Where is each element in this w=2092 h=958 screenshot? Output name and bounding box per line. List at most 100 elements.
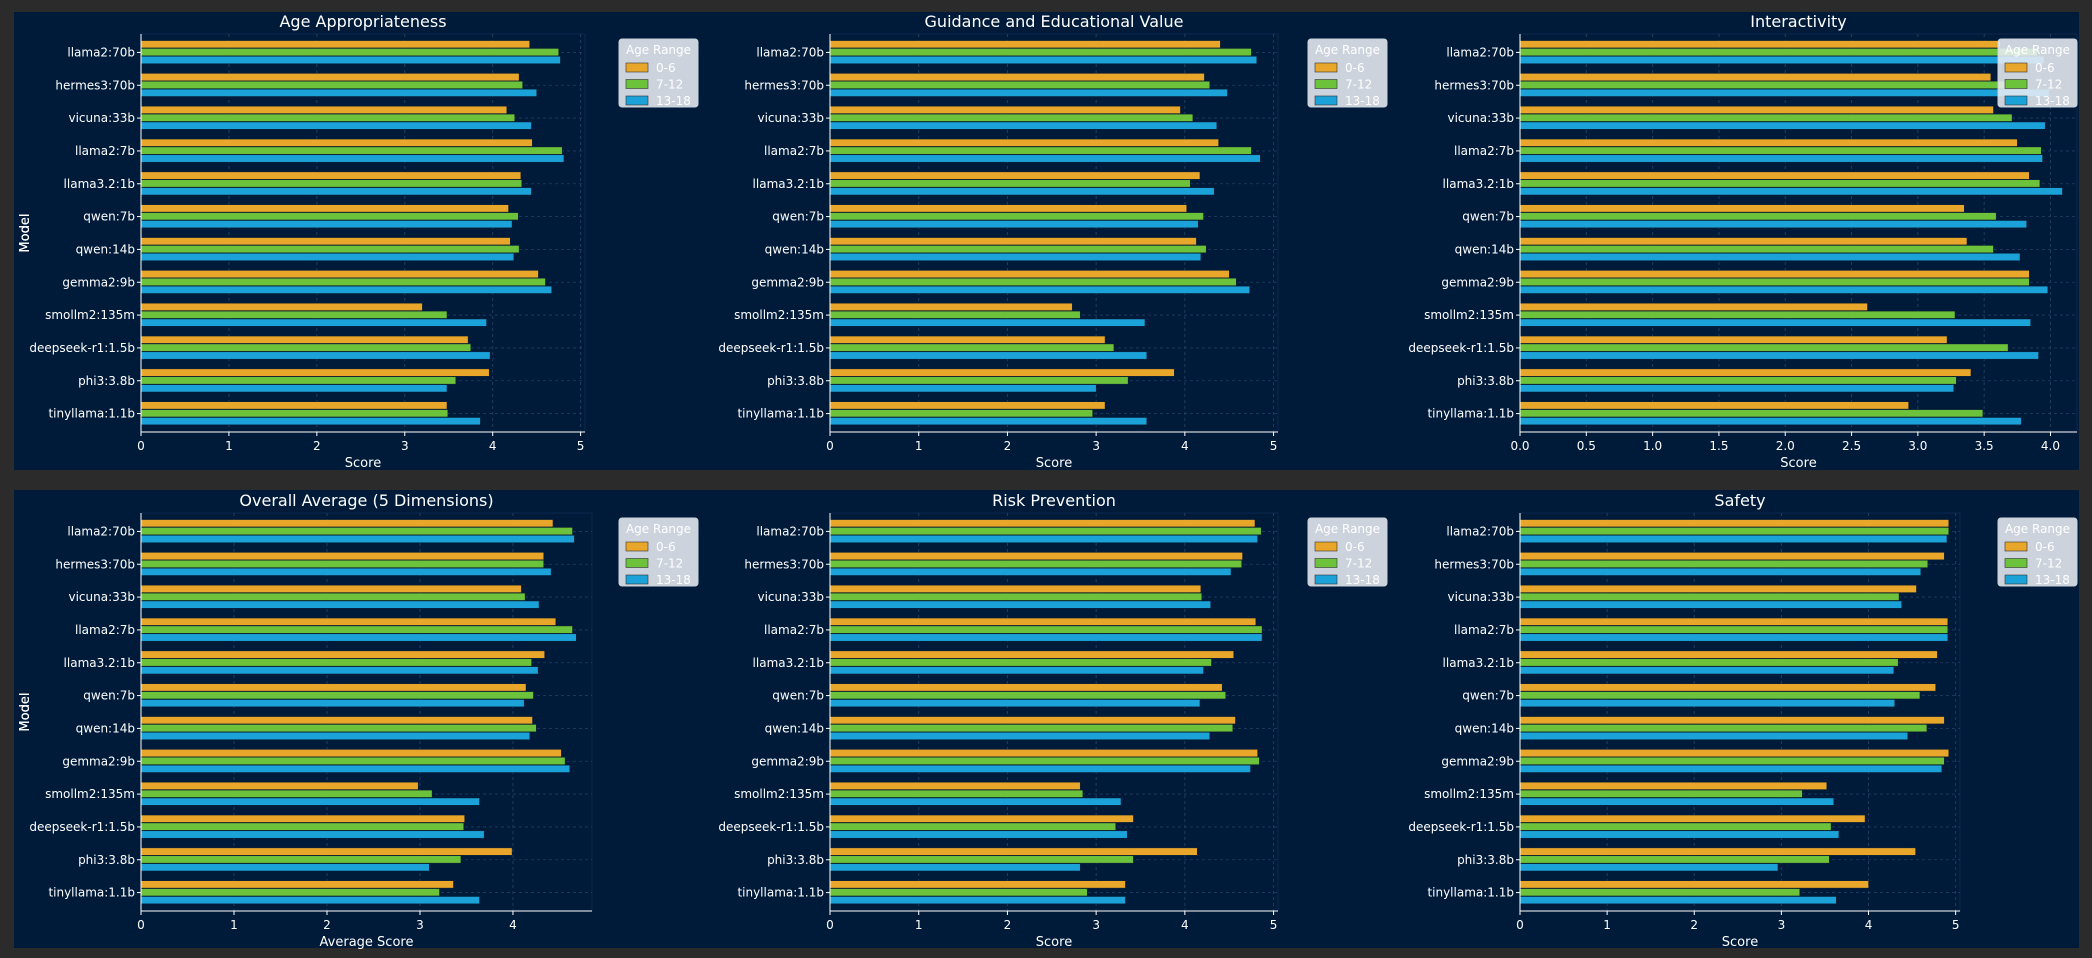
- bar-gemma2-9b-age-7-12: [1519, 757, 1945, 765]
- y-tick-label: qwen:14b: [1455, 242, 1514, 256]
- legend-label-13-18: 13-18: [656, 573, 691, 587]
- legend-box: [618, 38, 699, 108]
- x-tick-label: 0.0: [1510, 439, 1529, 453]
- x-axis-label: Score: [1780, 456, 1816, 471]
- y-tick-label: llama2:70b: [67, 45, 135, 59]
- legend-swatch-7-12: [1314, 558, 1338, 568]
- legend-label-7-12: 7-12: [2035, 78, 2062, 92]
- legend-swatch-7-12: [625, 558, 649, 568]
- y-tick-label: llama3.2:1b: [64, 177, 135, 191]
- legend-label-0-6: 0-6: [1345, 540, 1365, 554]
- bar-gemma2-9b-age-0-6: [1519, 749, 1949, 757]
- y-axis-label: Model: [18, 213, 33, 252]
- y-tick-label: hermes3:70b: [1434, 557, 1514, 571]
- legend-swatch-7-12: [1314, 79, 1338, 89]
- y-tick-label: vicuna:33b: [1447, 111, 1514, 125]
- chart-title: Safety: [1714, 491, 1765, 510]
- x-tick-label: 3: [1092, 918, 1100, 932]
- bar-qwen-7b-age-0-6: [1519, 683, 1936, 692]
- legend-swatch-7-12: [2004, 79, 2028, 89]
- x-tick-label: 0.5: [1577, 439, 1596, 453]
- x-tick-label: 1: [225, 439, 233, 453]
- bar-llama3-2-1b-age-13-18: [1519, 666, 1894, 675]
- y-tick-label: hermes3:70b: [1434, 78, 1514, 92]
- y-tick-label: vicuna:33b: [68, 590, 135, 604]
- y-tick-label: llama2:70b: [756, 45, 824, 59]
- legend-title: Age Range: [626, 522, 691, 536]
- bar-llama2-70b-age-7-12: [1519, 527, 1949, 535]
- x-tick-label: 1: [915, 918, 923, 932]
- y-tick-label: hermes3:70b: [744, 78, 824, 92]
- legend-box: [1307, 517, 1388, 587]
- legend-swatch-7-12: [2004, 558, 2028, 568]
- y-tick-label: phi3:3.8b: [78, 853, 135, 867]
- legend-swatch-0-6: [2004, 541, 2028, 552]
- x-tick-label: 0: [137, 918, 145, 932]
- y-tick-label: phi3:3.8b: [1457, 374, 1514, 388]
- x-tick-label: 0: [826, 439, 834, 453]
- legend-title: Age Range: [1315, 43, 1380, 57]
- y-tick-label: llama2:7b: [764, 623, 824, 637]
- y-tick-label: deepseek-r1:1.5b: [718, 820, 824, 834]
- y-tick-label: phi3:3.8b: [767, 374, 824, 388]
- legend-box: [618, 517, 699, 587]
- y-tick-label: llama2:7b: [75, 144, 135, 158]
- x-tick-label: 2: [1004, 439, 1012, 453]
- y-tick-label: tinyllama:1.1b: [48, 886, 135, 900]
- x-tick-label: 2: [313, 439, 321, 453]
- legend-label-0-6: 0-6: [2035, 61, 2055, 75]
- x-tick-label: 4: [509, 918, 517, 932]
- legend-swatch-0-6: [1314, 541, 1338, 552]
- x-axis-label: Score: [345, 456, 381, 471]
- bar-tinyllama-1-1b-age-13-18: [1519, 896, 1837, 905]
- bar-smollm2-135m-age-7-12: [1519, 789, 1803, 798]
- bar-vicuna-33b-age-0-6: [1519, 585, 1917, 593]
- y-tick-label: gemma2:9b: [1441, 275, 1514, 289]
- x-tick-label: 1: [230, 918, 238, 932]
- legend-box: [1997, 517, 2078, 587]
- y-tick-label: qwen:14b: [1455, 721, 1514, 735]
- x-tick-label: 1.0: [1643, 439, 1662, 453]
- chart-title: Overall Average (5 Dimensions): [239, 491, 493, 510]
- y-tick-label: qwen:7b: [83, 689, 135, 703]
- legend-label-0-6: 0-6: [656, 540, 676, 554]
- legend-swatch-0-6: [625, 541, 649, 552]
- y-tick-label: gemma2:9b: [751, 275, 824, 289]
- y-tick-label: qwen:7b: [1462, 210, 1514, 224]
- y-tick-label: smollm2:135m: [1424, 787, 1514, 801]
- y-tick-label: phi3:3.8b: [767, 853, 824, 867]
- x-tick-label: 5: [1270, 439, 1278, 453]
- x-tick-label: 5: [577, 439, 585, 453]
- y-tick-label: qwen:7b: [772, 689, 824, 703]
- y-tick-label: phi3:3.8b: [1457, 853, 1514, 867]
- bar-phi3-3-8b-age-13-18: [1519, 863, 1779, 872]
- legend: Age Range 0-6 7-12 13-18: [1997, 38, 2078, 108]
- chart-title: Age Appropriateness: [279, 12, 446, 31]
- legend-label-7-12: 7-12: [1345, 557, 1372, 571]
- bar-qwen-14b-age-0-6: [1519, 716, 1945, 725]
- y-axis-label: Model: [18, 692, 33, 731]
- bar-gemma2-9b-age-13-18: [1519, 764, 1942, 773]
- x-tick-label: 2.5: [1842, 439, 1861, 453]
- legend-swatch-0-6: [1314, 62, 1338, 73]
- y-tick-label: smollm2:135m: [734, 308, 824, 322]
- bar-llama2-70b-age-0-6: [1519, 519, 1949, 528]
- y-tick-label: tinyllama:1.1b: [737, 407, 824, 421]
- y-tick-label: smollm2:135m: [734, 787, 824, 801]
- y-tick-label: llama2:70b: [1446, 45, 1514, 59]
- bar-hermes3-70b-age-13-18: [1519, 567, 1921, 576]
- bar-hermes3-70b-age-7-12: [1519, 560, 1928, 568]
- bar-qwen-7b-age-7-12: [1519, 691, 1921, 700]
- y-tick-label: gemma2:9b: [62, 275, 135, 289]
- legend-label-0-6: 0-6: [656, 61, 676, 75]
- y-tick-label: llama2:70b: [67, 524, 135, 538]
- legend-swatch-13-18: [1314, 95, 1338, 106]
- y-tick-label: vicuna:33b: [68, 111, 135, 125]
- legend: Age Range 0-6 7-12 13-18: [1307, 517, 1388, 587]
- y-tick-label: smollm2:135m: [45, 308, 135, 322]
- x-axis-label: Score: [1036, 935, 1072, 950]
- y-tick-label: qwen:7b: [1462, 689, 1514, 703]
- y-tick-label: tinyllama:1.1b: [1427, 407, 1514, 421]
